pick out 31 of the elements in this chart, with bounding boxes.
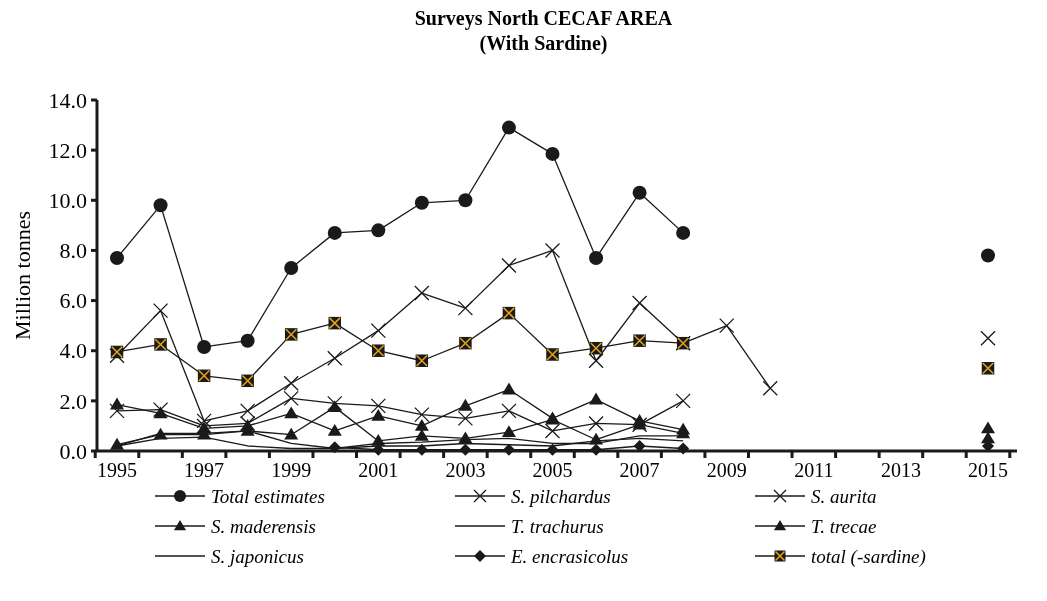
legend-label: total (-sardine) — [811, 545, 926, 568]
x-tick-label: 1999 — [271, 459, 312, 481]
legend-label: S. pilchardus — [511, 485, 611, 507]
y-axis-title: Million tonnes — [10, 211, 35, 340]
legend-label: T. trecae — [811, 515, 877, 537]
x-tick-label: 2003 — [445, 459, 486, 481]
y-tick-label: 8.0 — [59, 238, 87, 264]
x-tick-label: 2011 — [794, 459, 834, 481]
legend-label: T. trachurus — [511, 515, 604, 537]
x-tick-label: 2005 — [532, 459, 573, 481]
legend-label: S. japonicus — [211, 545, 304, 567]
y-tick-label: 14.0 — [48, 87, 87, 113]
y-tick-label: 6.0 — [59, 288, 87, 314]
x-tick-label: 1997 — [184, 459, 225, 481]
x-tick-label: 1995 — [97, 459, 137, 481]
legend-label: E. encrasicolus — [510, 545, 629, 567]
y-tick-label: 0.0 — [59, 438, 87, 464]
y-tick-label: 4.0 — [59, 338, 87, 364]
x-tick-label: 2013 — [880, 459, 921, 481]
x-tick-label: 2001 — [358, 459, 399, 481]
legend-label: S. aurita — [811, 485, 877, 507]
x-tick-label: 2015 — [968, 459, 1008, 481]
y-tick-label: 2.0 — [59, 388, 87, 414]
x-tick-label: 2009 — [706, 459, 747, 481]
chart-title: Surveys North CECAF AREA — [414, 7, 673, 30]
chart-subtitle: (With Sardine) — [479, 32, 608, 55]
legend-label: S. maderensis — [211, 515, 316, 537]
x-tick-label: 2007 — [619, 459, 660, 481]
y-tick-label: 10.0 — [48, 187, 87, 213]
legend-label: Total estimates — [211, 485, 325, 507]
y-tick-label: 12.0 — [48, 137, 87, 163]
